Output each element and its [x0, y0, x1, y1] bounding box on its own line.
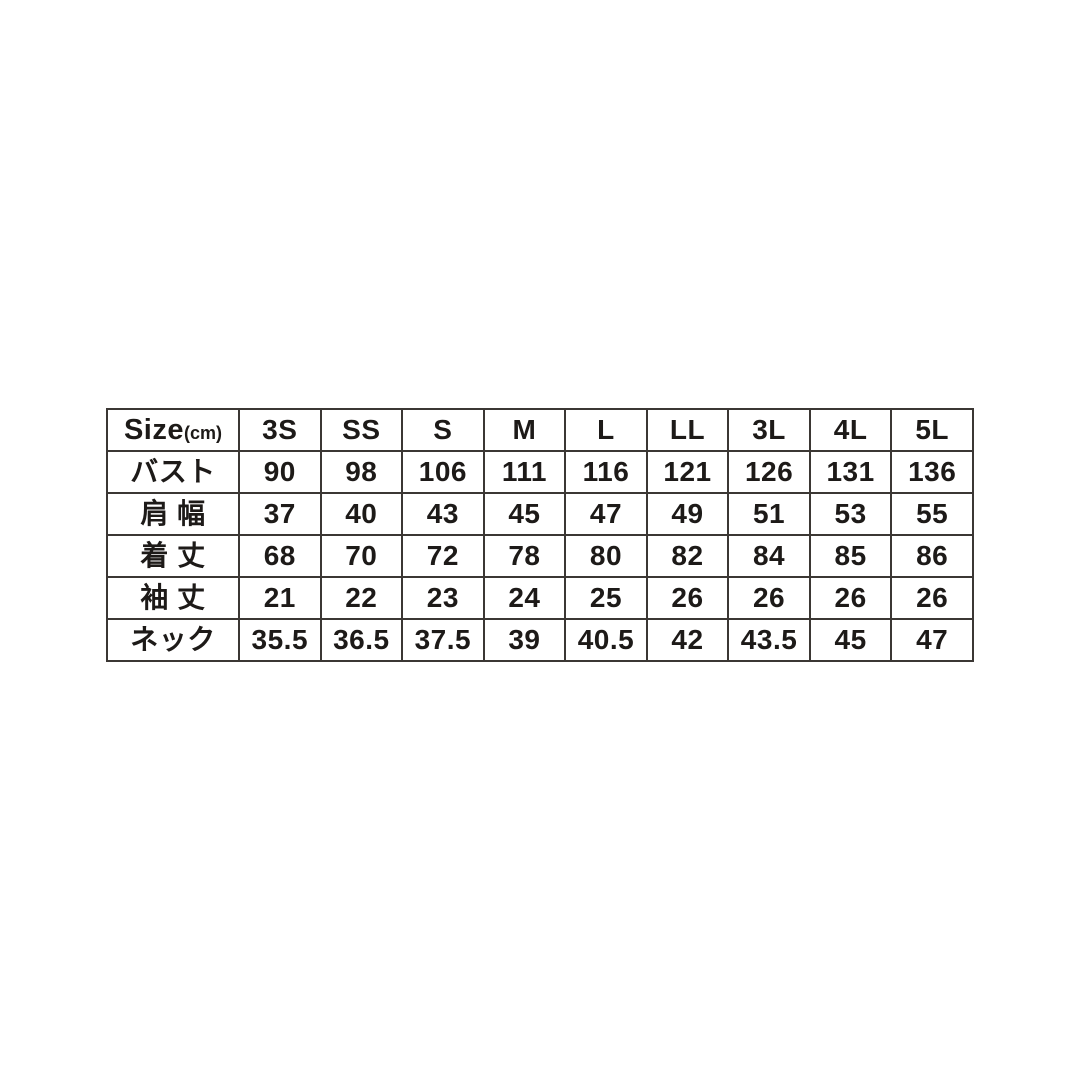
cell-value: 82 — [645, 534, 730, 578]
cell-value: 126 — [727, 450, 811, 494]
cell-value: 78 — [482, 534, 567, 578]
cell-value: 86 — [890, 534, 974, 578]
cell-value: 37.5 — [401, 618, 485, 662]
cell-value: 85 — [808, 534, 893, 578]
size-column-header: 4L — [808, 408, 893, 452]
cell-value: 36.5 — [319, 618, 404, 662]
cell-value: 98 — [319, 450, 404, 494]
row-label-neck: ネック — [106, 618, 240, 662]
cell-value: 26 — [890, 576, 974, 620]
cell-value: 55 — [890, 492, 974, 536]
cell-value: 68 — [238, 534, 322, 578]
cell-value: 21 — [238, 576, 322, 620]
row-label-body-length: 着 丈 — [106, 534, 240, 578]
cell-value: 37 — [238, 492, 322, 536]
cell-value: 40 — [319, 492, 404, 536]
table-row-neck: ネック 35.5 36.5 37.5 39 40.5 42 43.5 45 47 — [106, 618, 974, 662]
cell-value: 116 — [564, 450, 648, 494]
cell-value: 25 — [564, 576, 648, 620]
cell-value: 47 — [890, 618, 974, 662]
cell-value: 90 — [238, 450, 322, 494]
cell-value: 23 — [401, 576, 485, 620]
cell-value: 43.5 — [727, 618, 811, 662]
size-column-header: S — [401, 408, 485, 452]
size-label: Size — [123, 413, 184, 446]
row-label-bust: バスト — [106, 450, 240, 494]
cell-value: 136 — [890, 450, 974, 494]
cell-value: 121 — [645, 450, 730, 494]
unit-label: (cm) — [184, 422, 223, 443]
cell-value: 26 — [808, 576, 893, 620]
table-row-bust: バスト 90 98 106 111 116 121 126 131 136 — [106, 450, 974, 494]
cell-value: 131 — [808, 450, 893, 494]
cell-value: 53 — [808, 492, 893, 536]
cell-value: 51 — [727, 492, 811, 536]
cell-value: 70 — [319, 534, 404, 578]
cell-value: 35.5 — [238, 618, 322, 662]
header-row: Size(cm) 3S SS S M L LL 3L 4L 5L — [106, 408, 974, 452]
corner-header-cell: Size(cm) — [106, 408, 240, 452]
cell-value: 26 — [645, 576, 730, 620]
row-label-shoulder-width: 肩 幅 — [106, 492, 240, 536]
size-column-header: 3L — [727, 408, 811, 452]
row-label-sleeve-length: 袖 丈 — [106, 576, 240, 620]
cell-value: 40.5 — [564, 618, 648, 662]
cell-value: 84 — [727, 534, 811, 578]
table-row-sleeve-length: 袖 丈 21 22 23 24 25 26 26 26 26 — [106, 576, 974, 620]
cell-value: 106 — [401, 450, 485, 494]
cell-value: 45 — [482, 492, 567, 536]
cell-value: 111 — [482, 450, 567, 494]
cell-value: 43 — [401, 492, 485, 536]
cell-value: 24 — [482, 576, 567, 620]
table-row-shoulder-width: 肩 幅 37 40 43 45 47 49 51 53 55 — [106, 492, 974, 536]
size-column-header: 5L — [890, 408, 974, 452]
table-row-body-length: 着 丈 68 70 72 78 80 82 84 85 86 — [106, 534, 974, 578]
cell-value: 47 — [564, 492, 648, 536]
size-chart-table: Size(cm) 3S SS S M L LL 3L 4L 5L バスト 90 … — [106, 408, 974, 662]
cell-value: 42 — [645, 618, 730, 662]
cell-value: 49 — [645, 492, 730, 536]
size-column-header: L — [564, 408, 648, 452]
size-column-header: LL — [645, 408, 730, 452]
cell-value: 80 — [564, 534, 648, 578]
size-column-header: M — [482, 408, 567, 452]
cell-value: 22 — [319, 576, 404, 620]
cell-value: 45 — [808, 618, 893, 662]
cell-value: 72 — [401, 534, 485, 578]
cell-value: 26 — [727, 576, 811, 620]
cell-value: 39 — [482, 618, 567, 662]
size-column-header: SS — [319, 408, 404, 452]
size-column-header: 3S — [238, 408, 322, 452]
